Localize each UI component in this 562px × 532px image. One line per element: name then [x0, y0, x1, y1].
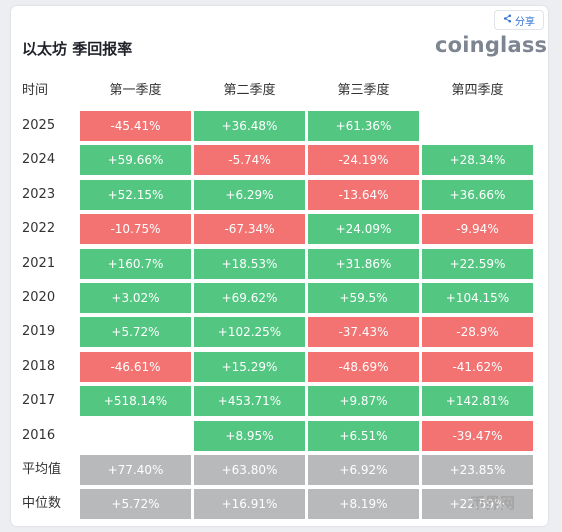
return-cell: +3.02% — [80, 283, 191, 313]
row-label: 2022 — [22, 221, 56, 236]
return-cell: +5.72% — [80, 489, 191, 519]
return-cell: +9.87% — [308, 386, 419, 416]
row-label: 2020 — [22, 290, 56, 305]
row-label: 中位数 — [22, 496, 62, 511]
return-cell: +8.95% — [194, 421, 305, 451]
column-header-time: 时间 — [22, 83, 49, 98]
return-cell: +28.34% — [422, 145, 533, 175]
return-cell: +69.62% — [194, 283, 305, 313]
return-cell: +36.48% — [194, 111, 305, 141]
column-header-q1: 第一季度 — [109, 83, 162, 98]
return-cell: +102.25% — [194, 317, 305, 347]
return-cell: +24.09% — [308, 214, 419, 244]
return-cell: +22.59% — [422, 489, 533, 519]
return-cell: -24.19% — [308, 145, 419, 175]
return-cell: +59.66% — [80, 145, 191, 175]
share-button[interactable]: 分享 — [494, 10, 544, 30]
column-header-q2: 第二季度 — [223, 83, 276, 98]
return-cell: -37.43% — [308, 317, 419, 347]
return-cell: +453.71% — [194, 386, 305, 416]
return-cell: +6.51% — [308, 421, 419, 451]
return-cell: +104.15% — [422, 283, 533, 313]
share-label: 分享 — [515, 16, 535, 28]
return-cell: -41.62% — [422, 352, 533, 382]
share-icon — [503, 14, 512, 26]
return-cell: +63.80% — [194, 455, 305, 485]
return-cell: +16.91% — [194, 489, 305, 519]
return-cell: -46.61% — [80, 352, 191, 382]
return-cell: +18.53% — [194, 249, 305, 279]
return-cell: +61.36% — [308, 111, 419, 141]
row-label: 平均值 — [22, 462, 62, 477]
return-cell: +6.92% — [308, 455, 419, 485]
return-cell: +52.15% — [80, 180, 191, 210]
return-cell: +142.81% — [422, 386, 533, 416]
return-cell: +518.14% — [80, 386, 191, 416]
return-cell: +36.66% — [422, 180, 533, 210]
return-cell: +160.7% — [80, 249, 191, 279]
return-cell — [422, 111, 533, 141]
coinglass-logo: coinglass — [435, 33, 548, 57]
return-cell: +23.85% — [422, 455, 533, 485]
return-cell: -13.64% — [308, 180, 419, 210]
return-cell: -28.9% — [422, 317, 533, 347]
return-cell: -9.94% — [422, 214, 533, 244]
return-cell: -5.74% — [194, 145, 305, 175]
return-cell: -48.69% — [308, 352, 419, 382]
row-label: 2016 — [22, 428, 56, 443]
row-label: 2023 — [22, 187, 56, 202]
return-cell: +59.5% — [308, 283, 419, 313]
column-header-q3: 第三季度 — [337, 83, 390, 98]
return-cell: +6.29% — [194, 180, 305, 210]
return-cell: -67.34% — [194, 214, 305, 244]
row-label: 2025 — [22, 118, 56, 133]
page-title: 以太坊 季回报率 — [22, 40, 133, 58]
return-cell: +31.86% — [308, 249, 419, 279]
return-cell: +8.19% — [308, 489, 419, 519]
row-label: 2018 — [22, 359, 56, 374]
return-cell — [80, 421, 191, 451]
return-cell: +77.40% — [80, 455, 191, 485]
row-label: 2019 — [22, 324, 56, 339]
return-cell: -10.75% — [80, 214, 191, 244]
row-label: 2017 — [22, 393, 56, 408]
return-cell: -45.41% — [80, 111, 191, 141]
return-cell: -39.47% — [422, 421, 533, 451]
return-cell: +15.29% — [194, 352, 305, 382]
watermark: 币界网 — [470, 494, 516, 512]
return-cell: +22.59% — [422, 249, 533, 279]
row-label: 2024 — [22, 152, 56, 167]
return-cell: +5.72% — [80, 317, 191, 347]
column-header-q4: 第四季度 — [451, 83, 504, 98]
row-label: 2021 — [22, 256, 56, 271]
